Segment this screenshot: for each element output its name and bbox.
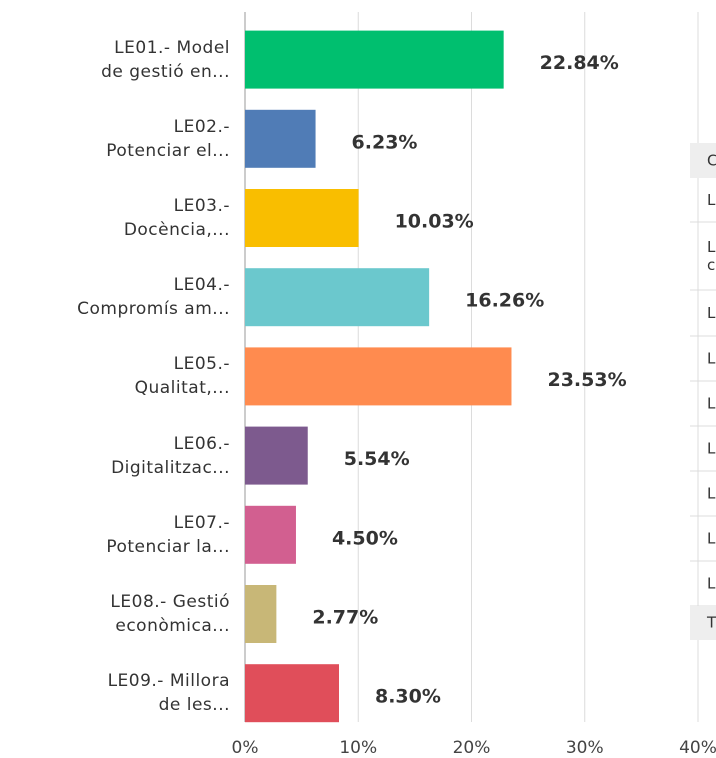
bar (245, 505, 296, 564)
x-tick-label: 10% (339, 738, 377, 758)
category-label: LE04.- Compromís am... (77, 275, 230, 320)
x-tick-label: 30% (566, 738, 604, 758)
value-label: 6.23% (352, 131, 418, 153)
table-footer-text: T (706, 614, 716, 632)
table-cell: L (707, 191, 716, 209)
bar (245, 30, 504, 89)
value-label: 16.26% (465, 290, 544, 312)
table-cell: L (707, 529, 716, 547)
value-label: 4.50% (332, 527, 398, 549)
value-label: 5.54% (344, 448, 410, 470)
category-label: LE08.- Gestió econòmica... (110, 592, 230, 636)
table-footer (690, 606, 716, 640)
table-cell: L (707, 349, 716, 367)
value-label: 23.53% (547, 369, 626, 391)
category-label: LE01.- Model de gestió en... (101, 37, 230, 82)
value-label: 8.30% (375, 686, 441, 708)
value-label: 22.84% (540, 52, 619, 74)
table-header-text: C (707, 152, 716, 170)
table-cell: L (707, 484, 716, 502)
category-label: LE07.- Potenciar la... (106, 512, 230, 557)
table-cell: L (707, 574, 716, 592)
bar (245, 268, 430, 327)
table-cell: L (707, 439, 716, 457)
table-cell: L (707, 394, 716, 412)
bar (245, 347, 512, 406)
category-label: LE03.- Docència,... (123, 196, 230, 240)
category-label: LE09.- Millora de les... (107, 671, 230, 716)
x-tick-label: 20% (453, 738, 491, 758)
x-tick-label: 40% (679, 738, 716, 758)
category-label: LE06.- Digitalitzac... (111, 433, 230, 478)
bar (245, 426, 308, 485)
bar (245, 109, 316, 168)
bar (245, 585, 277, 643)
category-label: LE05.- Qualitat,... (134, 354, 230, 399)
bar (245, 664, 339, 723)
category-label: LE02.- Potenciar el... (106, 116, 230, 161)
value-label: 2.77% (312, 607, 378, 629)
x-tick-label: 0% (232, 738, 259, 758)
bar (245, 189, 359, 247)
table-header (690, 143, 716, 178)
value-label: 10.03% (395, 211, 474, 233)
table-cell: L (707, 304, 716, 322)
